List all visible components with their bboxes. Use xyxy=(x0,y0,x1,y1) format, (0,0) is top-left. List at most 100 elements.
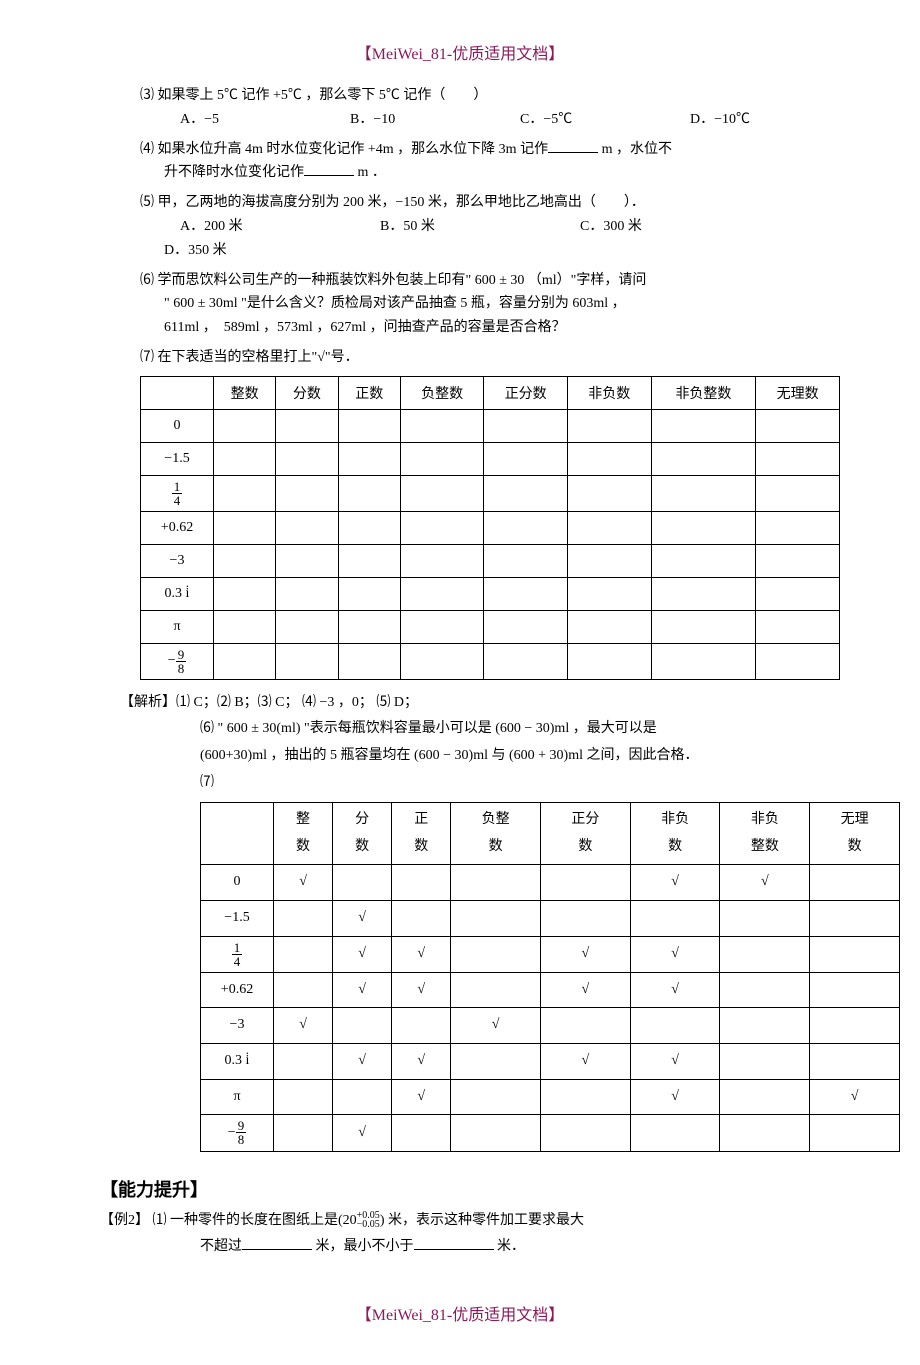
table-cell xyxy=(567,511,651,544)
table-cell xyxy=(756,511,840,544)
table-cell xyxy=(651,475,756,511)
q4-text-a: 如果水位升高 4m 时水位变化记作 +4m ，那么水位下降 3m 记作 xyxy=(158,142,549,157)
ex2-sub: −0.05 xyxy=(357,1220,380,1229)
table-row-label: −3 xyxy=(141,544,214,577)
table-row-label: −1.5 xyxy=(141,442,214,475)
table-cell xyxy=(338,442,400,475)
table-cell xyxy=(276,409,338,442)
table-cell xyxy=(451,865,541,901)
table-cell: √ xyxy=(630,865,720,901)
question-3: ⑶ 如果零上 5℃ 记作 +5℃ ，那么零下 5℃ 记作（ ） A．−5 B．−… xyxy=(140,84,840,132)
table-cell xyxy=(274,900,333,936)
table-cell xyxy=(651,544,756,577)
table-cell xyxy=(720,1044,810,1080)
table-cell xyxy=(214,577,276,610)
q5-option-a: A．200 米 xyxy=(180,215,380,239)
table-cell xyxy=(484,442,568,475)
table-cell xyxy=(484,610,568,643)
table-row: −1.5 xyxy=(141,442,840,475)
table-row: −98√ xyxy=(201,1115,900,1151)
table-row-label: −98 xyxy=(141,643,214,679)
table-header: 分数 xyxy=(276,376,338,409)
table-header: 分数 xyxy=(333,803,392,865)
table-row-label: π xyxy=(201,1079,274,1115)
table-cell xyxy=(484,643,568,679)
q4-text-b: m ，水位不 xyxy=(602,142,672,157)
table-cell: √ xyxy=(392,1044,451,1080)
table-row: −3 xyxy=(141,544,840,577)
q5-option-c: C．300 米 xyxy=(580,215,780,239)
table-cell xyxy=(756,442,840,475)
ex2-paren-close: ) xyxy=(380,1213,385,1228)
table-cell xyxy=(274,1115,333,1151)
table-cell xyxy=(630,900,720,936)
ex2-line2b: 米，最小不小于 xyxy=(316,1239,414,1254)
table-cell xyxy=(214,643,276,679)
ex2-line2c: 米． xyxy=(497,1239,525,1254)
q3-option-a: A．−5 xyxy=(180,108,350,132)
table-cell: √ xyxy=(392,936,451,972)
table-cell xyxy=(333,1008,392,1044)
table-cell xyxy=(630,1008,720,1044)
table-cell xyxy=(276,544,338,577)
table-cell xyxy=(810,936,900,972)
ex2-blank-2 xyxy=(414,1249,494,1250)
table-cell xyxy=(810,1044,900,1080)
table-cell xyxy=(541,1115,631,1151)
table-cell xyxy=(810,972,900,1008)
table-cell: √ xyxy=(720,865,810,901)
table-cell xyxy=(810,865,900,901)
table-cell xyxy=(214,511,276,544)
q4-blank-2 xyxy=(304,175,354,176)
table-row-label: −98 xyxy=(201,1115,274,1151)
table-header: 整数 xyxy=(214,376,276,409)
analysis-line2a: ⑹ " 600 ± 30(ml) "表示每瓶饮料容量最小可以是 (600 − 3… xyxy=(200,716,860,743)
table-cell xyxy=(756,610,840,643)
table-cell xyxy=(720,936,810,972)
q4-blank-1 xyxy=(548,152,598,153)
table-cell xyxy=(400,610,484,643)
table-cell xyxy=(400,544,484,577)
table-header: 负整数 xyxy=(451,803,541,865)
table-header: 非负数 xyxy=(567,376,651,409)
table-cell xyxy=(567,577,651,610)
table-cell: √ xyxy=(333,972,392,1008)
analysis-line3: ⑺ xyxy=(200,770,860,797)
table-cell xyxy=(338,511,400,544)
table-cell xyxy=(214,442,276,475)
table-cell xyxy=(333,865,392,901)
table-cell xyxy=(214,475,276,511)
question-6: ⑹ 学而思饮料公司生产的一种瓶装饮料外包装上印有" 600 ± 30 （ml）"… xyxy=(140,269,840,340)
table-cell: √ xyxy=(333,900,392,936)
table-cell xyxy=(392,1115,451,1151)
table-header xyxy=(201,803,274,865)
table-cell: √ xyxy=(810,1079,900,1115)
table-cell xyxy=(274,972,333,1008)
table-cell: √ xyxy=(333,1044,392,1080)
table-cell xyxy=(756,409,840,442)
table-header: 正分数 xyxy=(541,803,631,865)
table-row: 0√√√ xyxy=(201,865,900,901)
table-1: 整数分数正数负整数正分数非负数非负整数无理数 0−1.514+0.62−30.3… xyxy=(140,376,840,680)
table-cell xyxy=(276,643,338,679)
table-cell xyxy=(392,1008,451,1044)
table-cell: √ xyxy=(333,936,392,972)
table-cell: √ xyxy=(392,972,451,1008)
table-cell xyxy=(274,936,333,972)
q4-text-c: 升不降时水位变化记作 xyxy=(164,165,304,180)
table-cell: √ xyxy=(541,936,631,972)
table-cell xyxy=(214,610,276,643)
table-row: 14√√√√ xyxy=(201,936,900,972)
table-row-label: π xyxy=(141,610,214,643)
table-cell xyxy=(651,610,756,643)
table-cell xyxy=(484,409,568,442)
q3-option-b: B．−10 xyxy=(350,108,520,132)
table-row: π√√√ xyxy=(201,1079,900,1115)
table-cell xyxy=(338,475,400,511)
table-cell xyxy=(567,610,651,643)
table-cell xyxy=(651,442,756,475)
analysis-block: 【解析】⑴ C；⑵ B；⑶ C； ⑷ −3 ，0； ⑸ D； ⑹ " 600 ±… xyxy=(60,690,860,1152)
table-cell xyxy=(756,577,840,610)
table-row-label: +0.62 xyxy=(201,972,274,1008)
table-cell xyxy=(567,544,651,577)
